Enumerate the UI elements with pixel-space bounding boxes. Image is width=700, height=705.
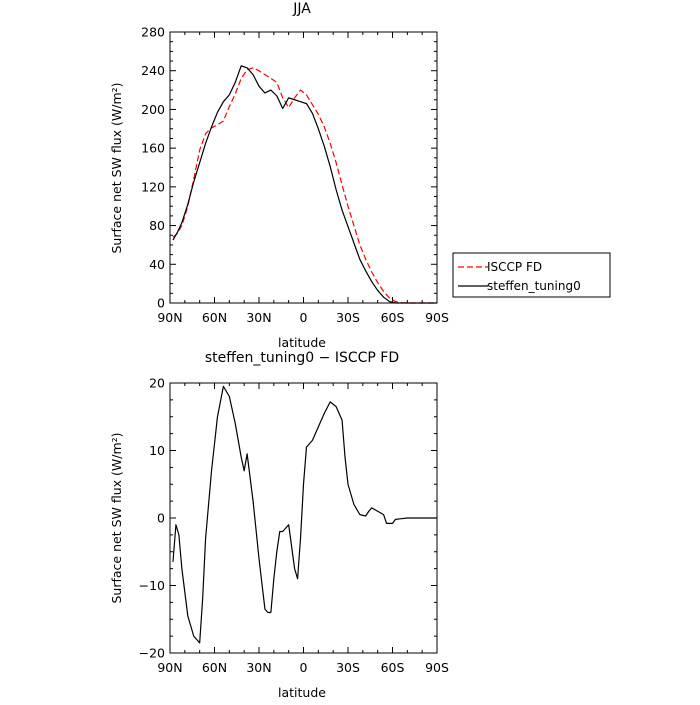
legend: ISCCP FD steffen_tuning0 xyxy=(452,252,611,298)
top-y-axis-label: Surface net SW flux (W/m²) xyxy=(109,82,124,253)
top-y-tick-label: 240 xyxy=(141,63,165,78)
top-title: JJA xyxy=(292,1,311,17)
bottom-x-tick-label: 30N xyxy=(246,660,271,675)
top-y-tick-label: 0 xyxy=(157,296,165,311)
top-y-tick-label: 80 xyxy=(149,218,165,233)
bottom-x-tick-label: 60S xyxy=(381,660,405,675)
top-x-axis-label: latitude xyxy=(278,335,326,350)
bottom-x-tick-label: 60N xyxy=(202,660,227,675)
bottom-x-tick-label: 90N xyxy=(157,660,182,675)
top-series-line-1 xyxy=(172,65,437,304)
bottom-x-tick-label: 0 xyxy=(300,660,308,675)
legend-label-steffen: steffen_tuning0 xyxy=(487,279,581,293)
top-series-line-0 xyxy=(172,67,437,304)
top-y-tick-label: 160 xyxy=(141,141,165,156)
bottom-y-tick-label: −20 xyxy=(139,646,165,661)
top-x-tick-label: 60N xyxy=(202,310,227,325)
top-y-tick-label: 40 xyxy=(149,257,165,272)
top-y-tick-label: 200 xyxy=(141,102,165,117)
bottom-x-tick-label: 30S xyxy=(336,660,360,675)
top-y-tick-label: 280 xyxy=(141,25,165,40)
legend-box xyxy=(452,252,611,298)
top-x-tick-label: 60S xyxy=(381,310,405,325)
bottom-x-axis-label: latitude xyxy=(278,685,326,700)
bottom-panel: steffen_tuning0 − ISCCP FD Surface net S… xyxy=(109,350,449,700)
bottom-y-tick-label: 0 xyxy=(157,511,165,526)
bottom-y-tick-label: 20 xyxy=(149,376,165,391)
top-x-tick-label: 30S xyxy=(336,310,360,325)
bottom-series-line-0 xyxy=(172,385,437,644)
top-x-tick-label: 0 xyxy=(300,310,308,325)
bottom-y-tick-label: −10 xyxy=(139,578,165,593)
bottom-y-axis-label: Surface net SW flux (W/m²) xyxy=(109,432,124,603)
bottom-x-tick-label: 90S xyxy=(425,660,449,675)
top-x-tick-label: 90S xyxy=(425,310,449,325)
top-panel: JJA Surface net SW flux (W/m²) latitude … xyxy=(109,1,449,350)
top-x-tick-label: 90N xyxy=(157,310,182,325)
bottom-y-tick-label: 10 xyxy=(149,443,165,458)
bottom-plot-frame xyxy=(169,382,438,654)
top-y-tick-label: 120 xyxy=(141,179,165,194)
legend-label-isccp: ISCCP FD xyxy=(487,260,542,274)
top-plot-frame xyxy=(169,31,438,304)
bottom-title: steffen_tuning0 − ISCCP FD xyxy=(205,350,399,366)
top-x-tick-label: 30N xyxy=(246,310,271,325)
